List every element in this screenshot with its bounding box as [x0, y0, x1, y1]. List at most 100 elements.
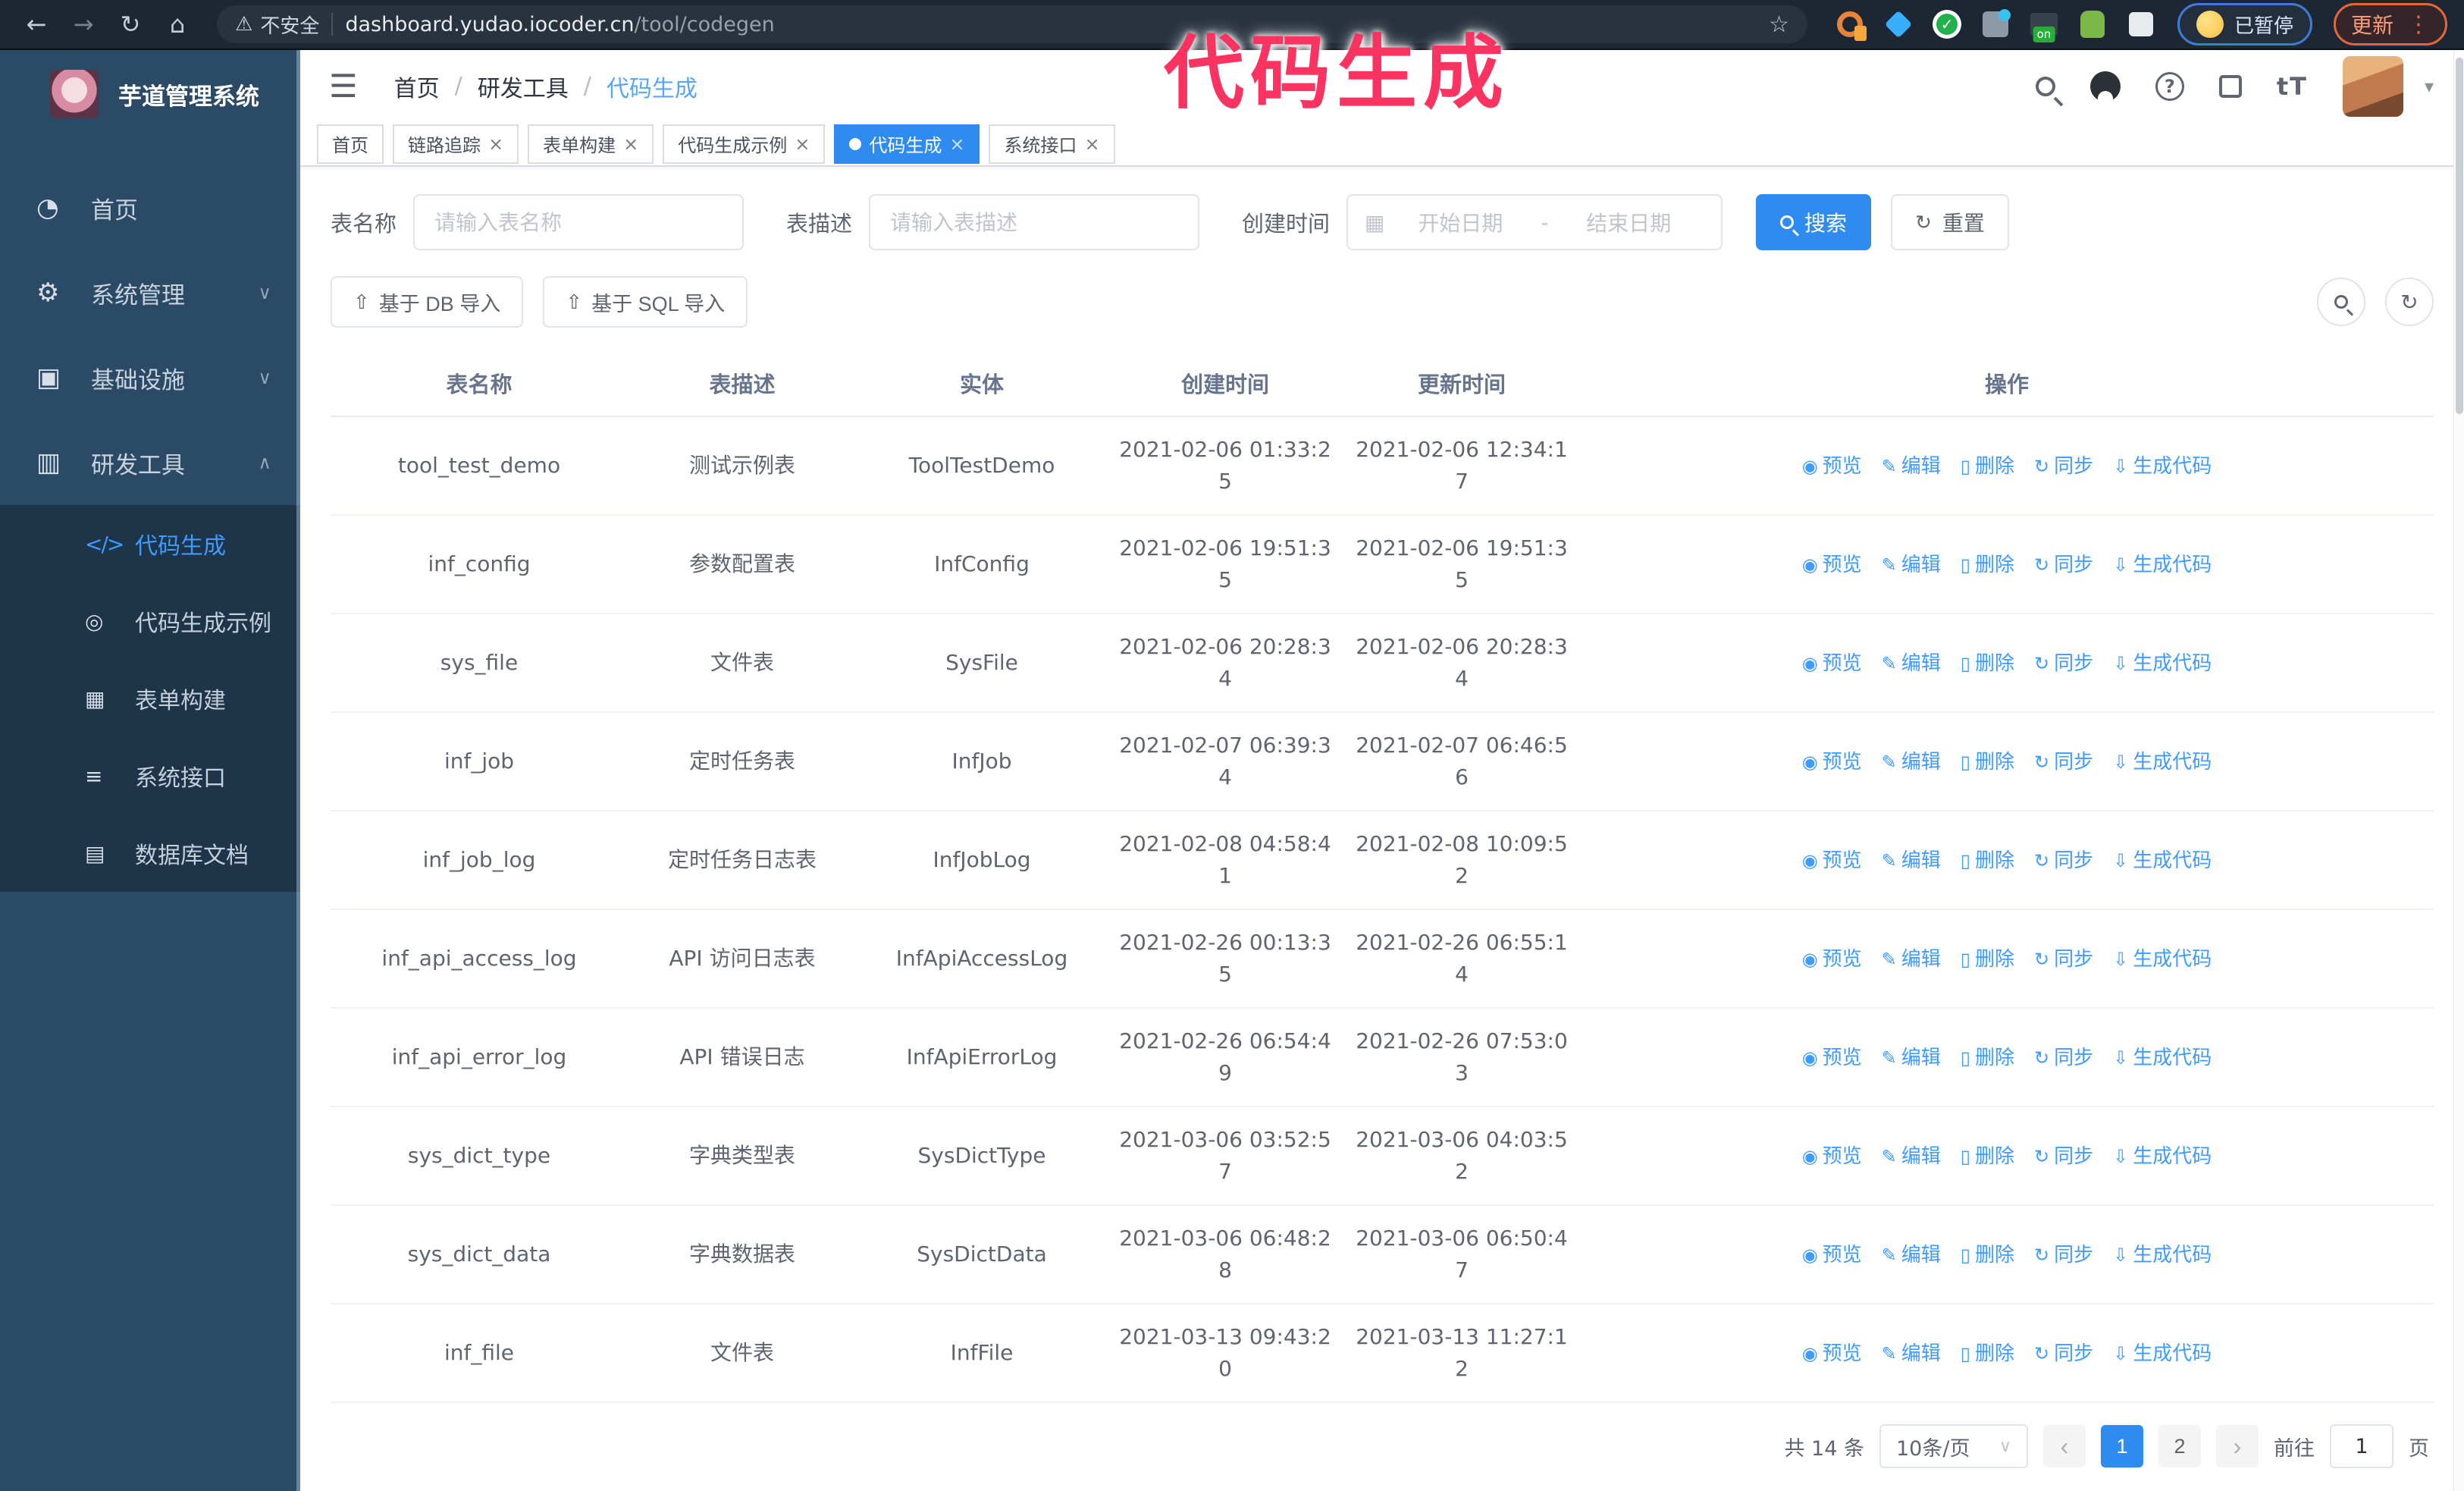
action-sync-link[interactable]: ↻ 同步	[2034, 945, 2093, 975]
action-trash-link[interactable]: ▯ 删除	[1961, 1044, 2014, 1073]
extension-icon[interactable]	[2077, 9, 2108, 39]
not-secure-badge[interactable]: ⚠ 不安全	[235, 11, 319, 39]
table-desc-input[interactable]	[869, 194, 1200, 250]
action-edit-link[interactable]: ✎ 编辑	[1882, 649, 1941, 679]
extension-icon[interactable]	[1980, 9, 2011, 39]
action-edit-link[interactable]: ✎ 编辑	[1882, 1044, 1941, 1073]
sidebar-item-db-doc[interactable]: ▤ 数据库文档	[85, 840, 249, 870]
sidebar-item-form-builder[interactable]: ▦ 表单构建	[85, 686, 226, 715]
action-trash-link[interactable]: ▯ 删除	[1961, 551, 2014, 580]
tab-form-builder[interactable]: 表单构建 ×	[528, 124, 654, 164]
tab-system-api[interactable]: 系统接口 ×	[989, 124, 1115, 164]
action-sync-link[interactable]: ↻ 同步	[2034, 1339, 2093, 1369]
help-button[interactable]: ?	[2155, 71, 2184, 101]
action-eye-link[interactable]: ◉ 预览	[1802, 1241, 1862, 1270]
extension-icon[interactable]: ✓	[1932, 9, 1962, 39]
tab-tracing[interactable]: 链路追踪 ×	[393, 124, 519, 164]
table-name-input[interactable]	[413, 194, 745, 250]
action-download-link[interactable]: ⇩ 生成代码	[2113, 945, 2212, 975]
action-download-link[interactable]: ⇩ 生成代码	[2113, 1241, 2212, 1270]
close-icon[interactable]: ×	[795, 133, 810, 155]
page-button-1[interactable]: 1	[2101, 1425, 2143, 1467]
next-page-button[interactable]: ›	[2216, 1425, 2259, 1467]
tab-codegen[interactable]: 代码生成 ×	[834, 124, 980, 164]
action-sync-link[interactable]: ↻ 同步	[2034, 1241, 2093, 1270]
action-eye-link[interactable]: ◉ 预览	[1802, 649, 1862, 679]
action-edit-link[interactable]: ✎ 编辑	[1882, 1241, 1941, 1270]
close-icon[interactable]: ×	[1084, 133, 1100, 155]
action-download-link[interactable]: ⇩ 生成代码	[2113, 1142, 2212, 1172]
action-trash-link[interactable]: ▯ 删除	[1961, 1241, 2014, 1270]
action-download-link[interactable]: ⇩ 生成代码	[2113, 748, 2212, 777]
github-link[interactable]	[2089, 71, 2121, 102]
action-sync-link[interactable]: ↻ 同步	[2034, 748, 2093, 777]
sidebar-toggle-icon[interactable]: ☰	[329, 67, 358, 105]
extension-icon[interactable]	[1883, 9, 1914, 39]
action-sync-link[interactable]: ↻ 同步	[2034, 846, 2093, 876]
header-search-button[interactable]	[2035, 76, 2055, 96]
close-icon[interactable]: ×	[488, 133, 504, 155]
prev-page-button[interactable]: ‹	[2043, 1425, 2086, 1467]
action-sync-link[interactable]: ↻ 同步	[2034, 1142, 2093, 1172]
fullscreen-button[interactable]	[2218, 74, 2242, 98]
action-download-link[interactable]: ⇩ 生成代码	[2113, 452, 2212, 482]
page-size-select[interactable]: 10条/页 ∨	[1879, 1424, 2028, 1468]
window-scrollbar[interactable]	[2453, 50, 2464, 1491]
action-download-link[interactable]: ⇩ 生成代码	[2113, 551, 2212, 580]
browser-forward-button[interactable]: →	[73, 10, 94, 39]
sidebar-item-codegen-example[interactable]: ◎ 代码生成示例	[85, 608, 271, 638]
extension-icon[interactable]: on	[2029, 9, 2059, 42]
action-eye-link[interactable]: ◉ 预览	[1802, 551, 1862, 580]
font-size-button[interactable]: tT	[2276, 71, 2308, 101]
sidebar-scrollbar[interactable]	[296, 50, 300, 1491]
app-logo-row[interactable]: 芋道管理系统	[0, 50, 300, 138]
browser-update-button[interactable]: 更新 ⋮	[2333, 3, 2447, 46]
extension-icon[interactable]	[1835, 9, 1867, 41]
sql-import-button[interactable]: ⇧ 基于 SQL 导入	[543, 276, 748, 328]
action-eye-link[interactable]: ◉ 预览	[1802, 1142, 1862, 1172]
close-icon[interactable]: ×	[949, 133, 965, 155]
action-trash-link[interactable]: ▯ 删除	[1961, 649, 2014, 679]
action-edit-link[interactable]: ✎ 编辑	[1882, 551, 1941, 580]
caret-down-icon[interactable]: ▾	[2424, 75, 2434, 97]
action-eye-link[interactable]: ◉ 预览	[1802, 748, 1862, 777]
action-eye-link[interactable]: ◉ 预览	[1802, 945, 1862, 975]
goto-page-input[interactable]	[2330, 1424, 2393, 1468]
action-eye-link[interactable]: ◉ 预览	[1802, 1044, 1862, 1073]
action-trash-link[interactable]: ▯ 删除	[1961, 846, 2014, 876]
reset-button[interactable]: ↻ 重置	[1891, 194, 2009, 250]
action-edit-link[interactable]: ✎ 编辑	[1882, 1339, 1941, 1369]
action-trash-link[interactable]: ▯ 删除	[1961, 1339, 2014, 1369]
tab-codegen-example[interactable]: 代码生成示例 ×	[663, 124, 826, 164]
tab-home[interactable]: 首页	[317, 124, 384, 164]
action-trash-link[interactable]: ▯ 删除	[1961, 452, 2014, 482]
breadcrumb-devtools[interactable]: 研发工具	[477, 75, 569, 102]
action-download-link[interactable]: ⇩ 生成代码	[2113, 846, 2212, 876]
action-download-link[interactable]: ⇩ 生成代码	[2113, 1339, 2212, 1369]
user-avatar[interactable]	[2342, 55, 2403, 117]
action-sync-link[interactable]: ↻ 同步	[2034, 1044, 2093, 1073]
sidebar-item-home[interactable]: ◔ 首页	[36, 193, 138, 224]
action-edit-link[interactable]: ✎ 编辑	[1882, 846, 1941, 876]
action-edit-link[interactable]: ✎ 编辑	[1882, 748, 1941, 777]
action-sync-link[interactable]: ↻ 同步	[2034, 649, 2093, 679]
url-text[interactable]: dashboard.yudao.iocoder.cn/tool/codegen	[345, 13, 1757, 36]
action-sync-link[interactable]: ↻ 同步	[2034, 452, 2093, 482]
show-search-toggle-button[interactable]	[2317, 278, 2365, 326]
date-range-picker[interactable]: ▦ 开始日期 - 结束日期	[1346, 194, 1723, 250]
action-eye-link[interactable]: ◉ 预览	[1802, 452, 1862, 482]
refresh-table-button[interactable]: ↻	[2385, 278, 2434, 326]
action-trash-link[interactable]: ▯ 删除	[1961, 1142, 2014, 1172]
search-button[interactable]: 搜索	[1756, 194, 1872, 250]
action-edit-link[interactable]: ✎ 编辑	[1882, 945, 1941, 975]
action-trash-link[interactable]: ▯ 删除	[1961, 945, 2014, 975]
sidebar-item-infra[interactable]: ▣ 基础设施 ∨	[36, 363, 271, 394]
action-eye-link[interactable]: ◉ 预览	[1802, 1339, 1862, 1369]
sidebar-item-system[interactable]: ⚙ 系统管理 ∨	[36, 278, 271, 309]
action-edit-link[interactable]: ✎ 编辑	[1882, 1142, 1941, 1172]
action-download-link[interactable]: ⇩ 生成代码	[2113, 1044, 2212, 1073]
browser-menu-icon[interactable]: ⋮	[2407, 11, 2430, 38]
address-bar[interactable]: ⚠ 不安全 dashboard.yudao.iocoder.cn/tool/co…	[217, 5, 1807, 43]
browser-back-button[interactable]: ←	[26, 10, 47, 39]
action-trash-link[interactable]: ▯ 删除	[1961, 748, 2014, 777]
